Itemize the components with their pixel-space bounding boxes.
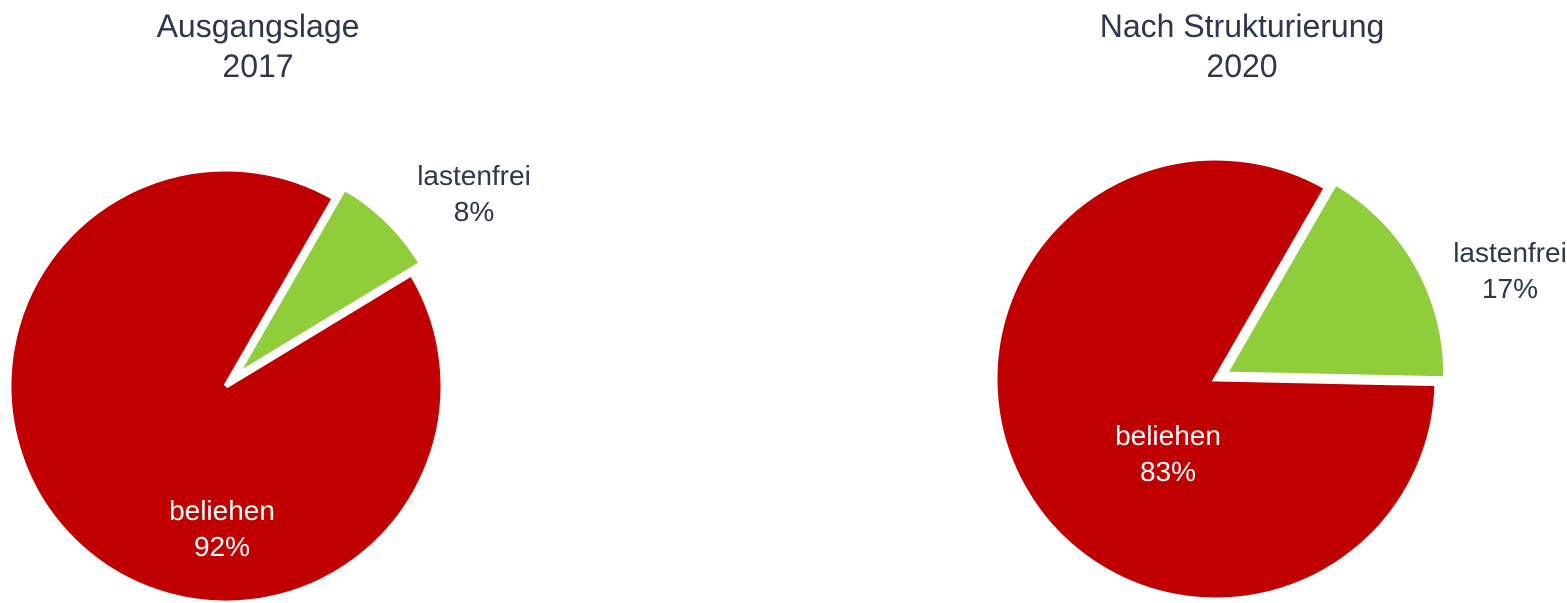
chart-title-text: Ausgangslage (156, 8, 360, 44)
pie-slice-beliehen (6, 166, 446, 603)
pie-slice-lastenfrei (233, 184, 425, 379)
chart-title-2017: Ausgangslage 2017 (157, 6, 360, 86)
chart-title-2020: Nach Strukturierung 2020 (1100, 6, 1385, 86)
pie-chart-2020: beliehen 83% lastenfrei 17% (992, 155, 1567, 603)
slice-value-label-lastenfrei: 8% (454, 196, 494, 227)
slice-label-beliehen: beliehen (1115, 420, 1221, 451)
pie-chart-2017: beliehen 92% lastenfrei 8% (6, 160, 531, 603)
slice-value-label-beliehen: 83% (1140, 456, 1196, 487)
pie-slice-lastenfrei (1220, 179, 1449, 382)
slice-label-beliehen: beliehen (169, 495, 275, 526)
slice-label-lastenfrei: lastenfrei (1453, 237, 1567, 268)
slice-label-lastenfrei: lastenfrei (417, 160, 531, 191)
pie-slice-beliehen (992, 155, 1440, 603)
chart-title-text: Nach Strukturierung (1099, 8, 1385, 44)
chart-subtitle-year: 2020 (1206, 48, 1278, 84)
slice-value-label-lastenfrei: 17% (1482, 273, 1538, 304)
slice-value-label-beliehen: 92% (194, 531, 250, 562)
chart-subtitle-year: 2017 (222, 48, 294, 84)
